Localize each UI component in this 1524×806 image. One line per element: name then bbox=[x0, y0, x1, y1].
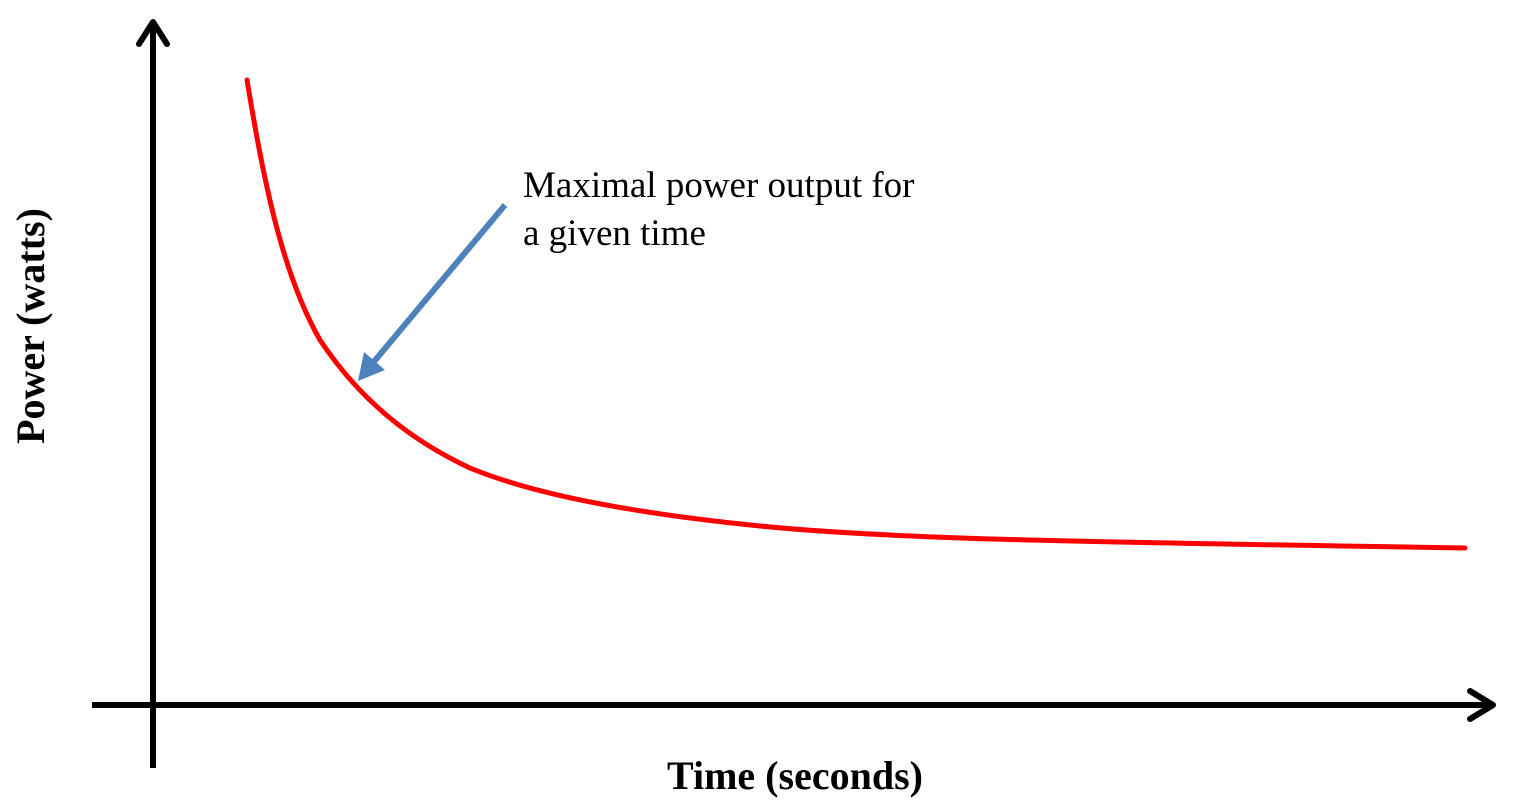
annotation-line: a given time bbox=[523, 213, 706, 254]
x-axis-label: Time (seconds) bbox=[667, 753, 923, 798]
annotation-line: Maximal power output for bbox=[523, 165, 915, 206]
x-axis-arrow bbox=[1467, 688, 1496, 722]
y-axis-label: Power (watts) bbox=[8, 208, 53, 444]
annotation-arrow bbox=[369, 203, 508, 366]
annotation-arrowhead bbox=[358, 352, 385, 381]
power-curve bbox=[244, 77, 1468, 551]
y-axis-arrow bbox=[136, 19, 170, 47]
